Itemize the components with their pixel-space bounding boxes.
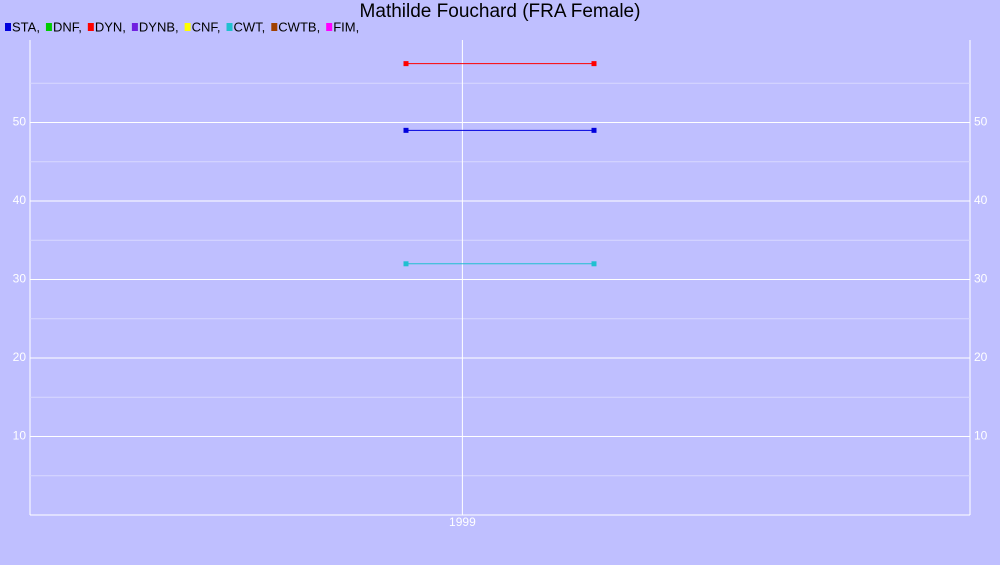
legend-label: CWT,: [234, 19, 266, 34]
legend-swatch: [131, 23, 138, 31]
legend-swatch: [326, 23, 333, 31]
legend-label: DYN,: [95, 19, 126, 34]
legend-swatch: [87, 23, 94, 31]
point: [591, 127, 597, 133]
y-tick-label-right: 30: [974, 272, 988, 286]
y-tick-label: 20: [13, 350, 27, 364]
y-tick-label: 40: [13, 193, 27, 207]
chart-title: Mathilde Fouchard (FRA Female): [360, 1, 641, 22]
legend-label: FIM,: [333, 19, 359, 34]
y-tick-label-right: 20: [974, 350, 988, 364]
y-tick-label: 30: [13, 272, 27, 286]
y-tick-label-right: 40: [974, 193, 988, 207]
x-tick-label: 1999: [449, 515, 476, 529]
legend-swatch: [45, 23, 52, 31]
y-tick-label-right: 10: [974, 429, 988, 443]
point: [591, 61, 597, 67]
legend-swatch: [271, 23, 278, 31]
point: [403, 261, 409, 267]
legend-label: STA,: [12, 19, 40, 34]
legend-label: DNF,: [53, 19, 82, 34]
legend-label: CWTB,: [278, 19, 320, 34]
legend-label: CNF,: [192, 19, 221, 34]
point: [591, 261, 597, 267]
point: [403, 127, 409, 133]
point: [403, 61, 409, 67]
legend-swatch: [184, 23, 191, 31]
y-tick-label-right: 50: [974, 115, 988, 129]
y-tick-label: 10: [13, 429, 27, 443]
y-tick-label: 50: [13, 115, 27, 129]
legend-swatch: [5, 23, 11, 31]
legend-label: DYNB,: [139, 19, 179, 34]
legend-swatch: [226, 23, 233, 31]
